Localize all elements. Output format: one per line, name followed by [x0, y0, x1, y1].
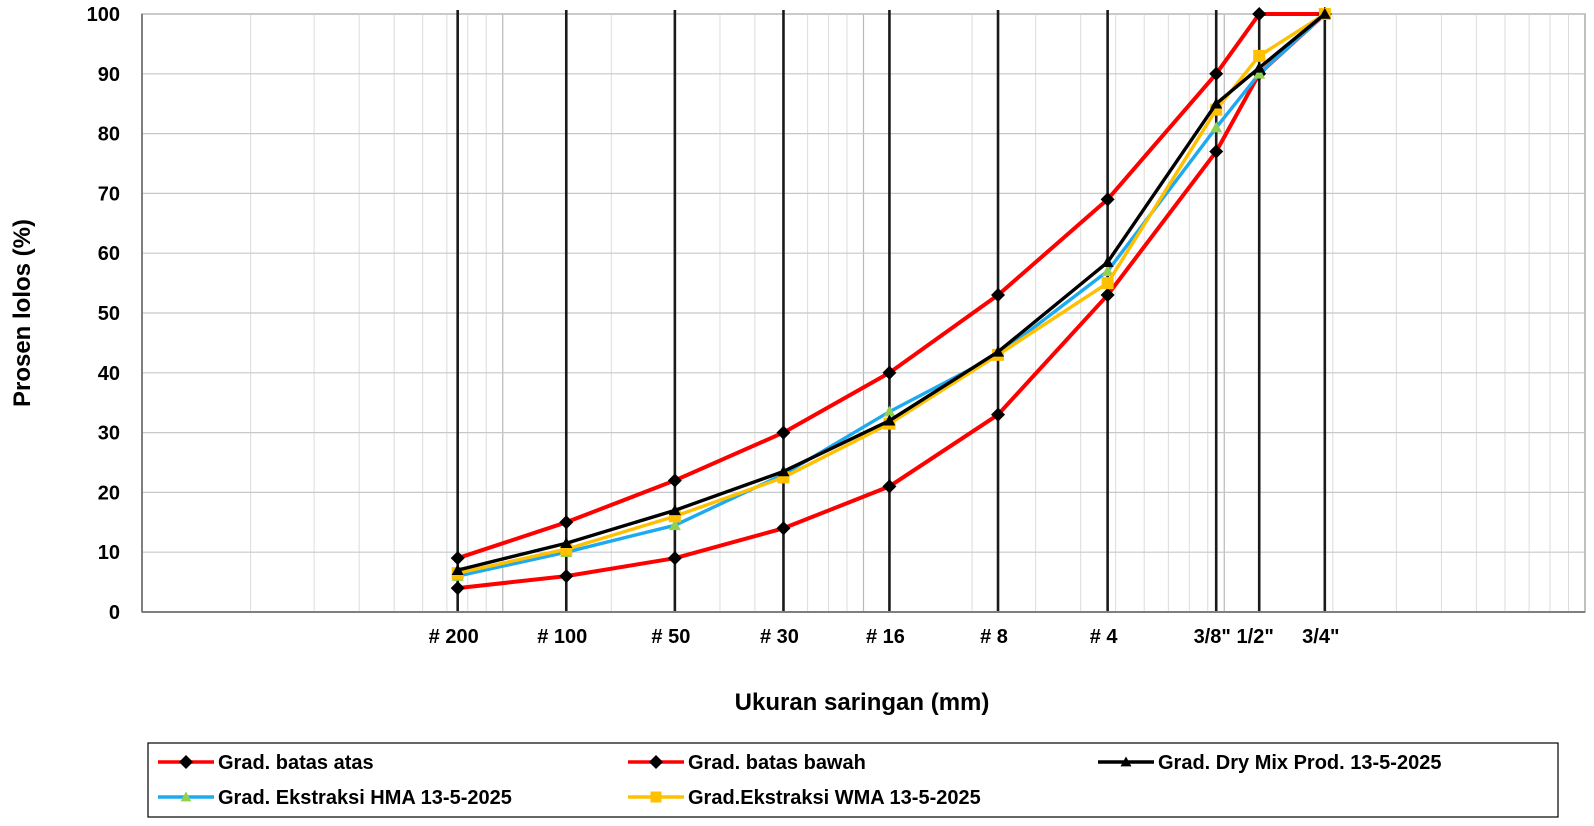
- x-tick-label: 3/8": [1194, 626, 1231, 648]
- x-tick-labels: # 200 # 100 # 50 # 30 # 16 # 8 # 4 3/8" 1/2" 3/4": [429, 626, 1340, 648]
- diamond-marker: [450, 581, 465, 596]
- legend-item: Grad. Dry Mix Prod. 13-5-2025: [1098, 752, 1441, 774]
- x-tick-label: 3/4": [1302, 626, 1339, 648]
- y-tick-label: 60: [98, 243, 120, 265]
- triangle-marker: [777, 465, 790, 477]
- triangle-marker: [180, 791, 192, 802]
- series-line: [457, 12, 1326, 578]
- triangle-marker: [992, 345, 1005, 357]
- triangle-marker: [1210, 121, 1223, 133]
- triangle-marker: [451, 564, 464, 575]
- diamond-marker: [776, 521, 791, 536]
- triangle-marker: [883, 405, 896, 417]
- triangle-marker: [1318, 8, 1331, 19]
- diamond-marker: [649, 755, 663, 769]
- diamond-marker: [559, 569, 574, 584]
- diamond-marker: [882, 365, 897, 380]
- y-tick-label: 0: [109, 602, 120, 624]
- legend-label: Grad. Dry Mix Prod. 13-5-2025: [1158, 752, 1441, 774]
- x-tick-label: # 50: [651, 626, 690, 648]
- legend-item: Grad. Ekstraksi HMA 13-5-2025: [158, 787, 512, 809]
- y-tick-label: 70: [98, 183, 120, 205]
- diamond-marker: [991, 407, 1006, 422]
- triangle-marker: [1120, 756, 1132, 767]
- square-marker: [1101, 277, 1114, 290]
- legend-item: Grad. batas bawah: [628, 752, 866, 774]
- y-tick-label: 50: [98, 303, 120, 325]
- square-marker: [1253, 49, 1266, 62]
- y-tick-label: 80: [98, 124, 120, 146]
- series-line: [457, 12, 1326, 575]
- x-tick-label: # 16: [866, 626, 905, 648]
- triangle-marker: [883, 414, 896, 426]
- y-tick-label: 10: [98, 542, 120, 564]
- triangle-marker: [1101, 256, 1114, 267]
- legend-label: Grad. batas bawah: [688, 752, 866, 774]
- legend-box: [147, 742, 1559, 818]
- y-tick-label: 90: [98, 64, 120, 86]
- y-axis-title: Prosen lolos (%): [9, 219, 36, 407]
- diamond-marker: [1209, 66, 1224, 81]
- legend-label: Grad. batas atas: [218, 752, 374, 774]
- x-tick-label: # 100: [537, 626, 587, 648]
- diamond-marker: [1100, 288, 1115, 303]
- triangle-marker: [1253, 67, 1266, 79]
- series-line: [457, 12, 1325, 561]
- diamond-marker: [1100, 192, 1115, 207]
- legend-item: Grad.Ekstraksi WMA 13-5-2025: [628, 787, 981, 809]
- triangle-marker: [560, 537, 573, 549]
- triangle-marker: [668, 504, 681, 516]
- triangle-marker: [1101, 265, 1114, 276]
- diamond-marker: [450, 551, 465, 566]
- series-line: [457, 12, 1326, 572]
- legend-item: Grad. batas atas: [158, 752, 374, 774]
- square-marker: [650, 791, 662, 803]
- y-tick-label: 20: [98, 482, 120, 504]
- diamond-marker: [882, 479, 897, 494]
- y-tick-label: 100: [87, 4, 120, 26]
- diamond-marker: [1252, 7, 1267, 21]
- y-tick-label: 30: [98, 423, 120, 445]
- triangle-marker: [1210, 97, 1223, 109]
- diamond-marker: [179, 755, 193, 769]
- x-axis-title: Ukuran saringan (mm): [735, 689, 990, 716]
- x-tick-label: # 4: [1090, 626, 1119, 648]
- diamond-marker: [667, 551, 682, 566]
- x-tick-label: # 8: [980, 626, 1008, 648]
- y-tick-labels: 0 10 20 30 40 50 60 70 80 90 100: [87, 4, 120, 624]
- legend-label: Grad.Ekstraksi WMA 13-5-2025: [688, 787, 981, 809]
- diamond-marker: [991, 288, 1006, 303]
- x-tick-label: 1/2": [1237, 626, 1274, 648]
- y-tick-label: 40: [98, 363, 120, 385]
- diamond-marker: [559, 515, 574, 530]
- diamond-marker: [1209, 144, 1224, 159]
- series-1: [450, 7, 1332, 566]
- triangle-marker: [668, 519, 681, 531]
- x-tick-label: # 30: [760, 626, 799, 648]
- legend: Grad. batas atas Grad. batas bawah Grad. D…: [158, 752, 1441, 809]
- triangle-marker: [1253, 61, 1266, 73]
- diamond-marker: [776, 425, 791, 440]
- series-group: [450, 7, 1332, 596]
- series-3: [451, 8, 1331, 575]
- x-tick-label: # 200: [429, 626, 479, 648]
- series-line: [457, 12, 1327, 591]
- diamond-marker: [667, 473, 682, 488]
- legend-label: Grad. Ekstraksi HMA 13-5-2025: [218, 787, 512, 809]
